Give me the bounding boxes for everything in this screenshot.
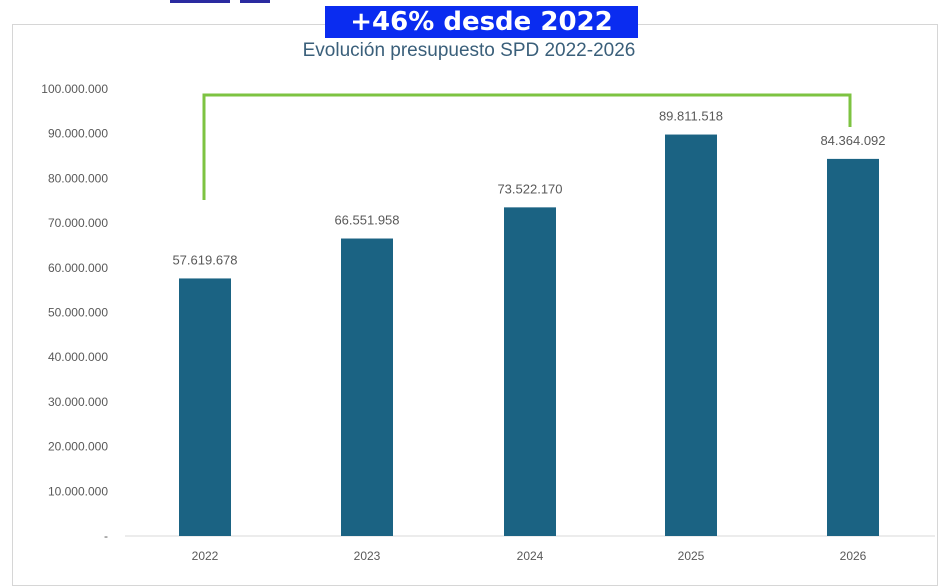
y-tick-label: 30.000.000 (48, 395, 108, 409)
bar-chart: - 10.000.000 20.000.000 30.000.000 40.000.00… (41, 82, 935, 563)
data-label-2023: 66.551.958 (334, 213, 399, 228)
chart-title: Evolución presupuesto SPD 2022-2026 (302, 40, 636, 61)
bar-2023 (341, 238, 393, 536)
data-label-2026: 84.364.092 (820, 133, 885, 148)
data-label-2022: 57.619.678 (172, 252, 237, 267)
top-text-fragment-2 (240, 0, 270, 3)
growth-banner: +46% desde 2022 (325, 6, 638, 38)
y-tick-label: 10.000.000 (48, 484, 108, 498)
y-tick-label: 20.000.000 (48, 440, 108, 454)
y-tick-label: 60.000.000 (48, 261, 108, 275)
y-tick-label: 50.000.000 (48, 306, 108, 320)
bar-2022 (179, 278, 231, 536)
bar-2026 (827, 158, 879, 536)
data-label-2024: 73.522.170 (497, 181, 562, 196)
x-tick-label-2024: 2024 (517, 549, 544, 563)
chart-frame (12, 24, 938, 586)
y-tick-label: 70.000.000 (48, 216, 108, 230)
y-tick-label: 80.000.000 (48, 171, 108, 185)
data-label-2025: 89.811.518 (659, 109, 723, 124)
top-text-fragment-1 (170, 0, 230, 3)
y-tick-label: 100.000.000 (41, 82, 108, 96)
growth-bracket (202, 93, 852, 200)
y-tick-label: 40.000.000 (48, 350, 108, 364)
bar-2025 (665, 134, 717, 536)
y-tick-label: 90.000.000 (48, 127, 108, 141)
x-tick-label-2022: 2022 (192, 549, 219, 563)
y-tick-label: - (104, 529, 108, 543)
x-tick-label-2023: 2023 (354, 549, 381, 563)
x-tick-label-2025: 2025 (678, 549, 705, 563)
bar-2024 (504, 207, 556, 536)
x-tick-label-2026: 2026 (840, 549, 867, 563)
